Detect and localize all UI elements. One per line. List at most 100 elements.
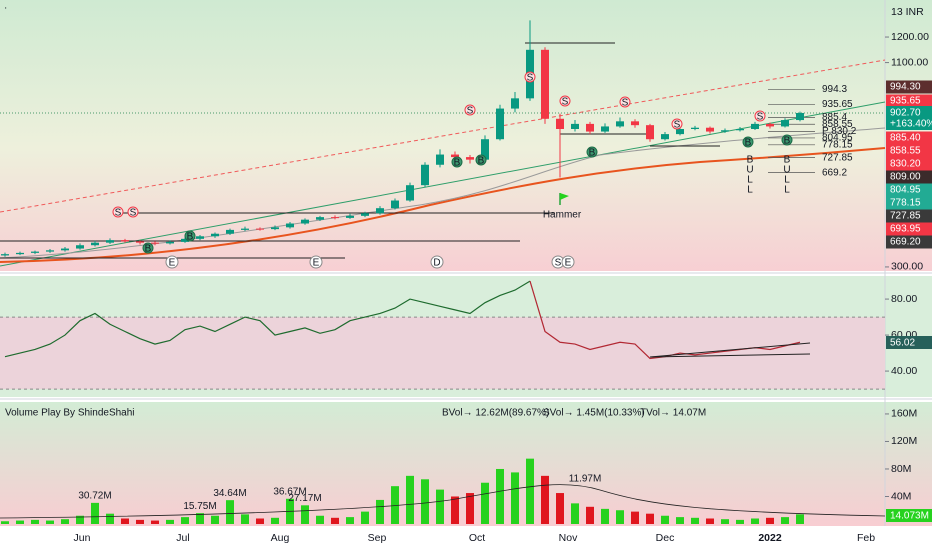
volume-bar xyxy=(616,510,624,524)
fib-label: 935.65 xyxy=(822,99,853,110)
fib-label: P 830.2 xyxy=(822,126,857,137)
volume-bar xyxy=(331,517,339,524)
volume-bar xyxy=(31,519,39,524)
candle-body xyxy=(211,233,219,237)
candle-body xyxy=(376,208,384,214)
signal-label: B xyxy=(187,232,194,243)
signal-label: B xyxy=(745,138,752,149)
volume-bar xyxy=(556,493,564,524)
volume-bar xyxy=(166,519,174,524)
volume-bar xyxy=(451,496,459,524)
x-tick-label: Feb xyxy=(857,532,875,544)
volume-bar xyxy=(751,518,759,524)
signal-marker xyxy=(451,156,463,168)
signal-marker xyxy=(464,104,476,116)
volume-bar xyxy=(631,511,639,524)
candle-body xyxy=(496,108,504,140)
candle-body xyxy=(541,49,549,119)
signal-marker xyxy=(586,146,598,158)
price-tag-label: 902.70 xyxy=(890,108,921,119)
volume-bar xyxy=(301,505,309,524)
volume-bar xyxy=(481,482,489,524)
price-tag-label: 727.85 xyxy=(890,211,921,222)
x-axis-bg xyxy=(0,526,932,550)
candle-body xyxy=(676,128,684,135)
y-tick-label: 80M xyxy=(891,463,911,475)
x-tick-label: Nov xyxy=(559,532,578,544)
volume-bar xyxy=(316,515,324,524)
candle-body xyxy=(466,157,474,160)
rsi-line xyxy=(4,280,531,358)
signal-marker xyxy=(142,242,154,254)
volume-bar xyxy=(121,518,129,524)
volume-average xyxy=(0,484,886,519)
candle-body xyxy=(631,121,639,126)
candle-body xyxy=(721,130,729,132)
candle-body xyxy=(781,120,789,127)
candle-body xyxy=(691,127,699,129)
candle-body xyxy=(241,228,249,230)
event-label: D xyxy=(433,258,440,269)
candle-body xyxy=(106,240,114,243)
signal-label: S xyxy=(527,73,534,84)
signal-label: S xyxy=(622,98,629,109)
candle-body xyxy=(286,223,294,228)
volume-bar xyxy=(406,475,414,524)
rsi-tag xyxy=(886,336,932,349)
volume-bar xyxy=(391,486,399,524)
candle-body xyxy=(601,126,609,132)
candle-body xyxy=(706,127,714,132)
candle-body xyxy=(31,251,39,253)
volume-bar xyxy=(196,513,204,524)
signal-marker xyxy=(754,110,766,122)
bull-letter: U xyxy=(746,165,753,176)
volume-bar xyxy=(361,511,369,524)
volume-bar xyxy=(571,503,579,524)
candle-body xyxy=(511,98,519,109)
volume-bar xyxy=(436,489,444,524)
legend-entry: TVol→ 14.07M xyxy=(640,408,706,419)
signal-marker xyxy=(127,206,139,218)
candle-body xyxy=(451,154,459,158)
price-tag-label: 885.40 xyxy=(890,133,921,144)
y-tick-label: 1100.00 xyxy=(891,56,928,68)
volume-annotation: 30.72M xyxy=(78,491,111,502)
price-tag-label: 693.95 xyxy=(890,224,921,235)
volume-bar xyxy=(346,517,354,524)
volume-bar xyxy=(721,519,729,524)
event-label: E xyxy=(565,258,572,269)
candle-body xyxy=(436,154,444,165)
axis-unit: 13 INR xyxy=(891,6,924,18)
volume-bar xyxy=(421,479,429,524)
candle-body xyxy=(76,245,84,249)
event-label: E xyxy=(313,258,320,269)
bull-letter: L xyxy=(747,185,753,196)
y-tick-label: 1200.00 xyxy=(891,31,929,43)
candle-body xyxy=(331,217,339,219)
fib-label: 804.95 xyxy=(822,133,853,144)
event-label: E xyxy=(169,258,176,269)
volume-annotation: 36.67M xyxy=(273,486,306,497)
volume-bar xyxy=(271,517,279,524)
signal-marker xyxy=(742,136,754,148)
volume-tag xyxy=(886,509,932,522)
rsi-tag-label: 56.02 xyxy=(890,338,915,349)
candle-body xyxy=(556,118,564,129)
volume-annotation: 34.64M xyxy=(213,488,246,499)
bull-letter: L xyxy=(784,175,790,186)
hammer-flag xyxy=(560,193,569,200)
signal-marker xyxy=(475,154,487,166)
candle-body xyxy=(616,121,624,127)
volume-bar xyxy=(106,513,114,524)
volume-annotation: 27.17M xyxy=(288,493,321,504)
volume-bar xyxy=(241,514,249,524)
signal-label: S xyxy=(562,97,569,108)
price-tag xyxy=(886,209,932,223)
candle-body xyxy=(226,229,234,234)
candle-body xyxy=(121,240,129,242)
volume-annotation: 11.97M xyxy=(569,474,602,485)
moving-average xyxy=(0,147,886,263)
candle-body xyxy=(301,219,309,224)
signal-marker xyxy=(781,134,793,146)
candle-body xyxy=(406,185,414,201)
